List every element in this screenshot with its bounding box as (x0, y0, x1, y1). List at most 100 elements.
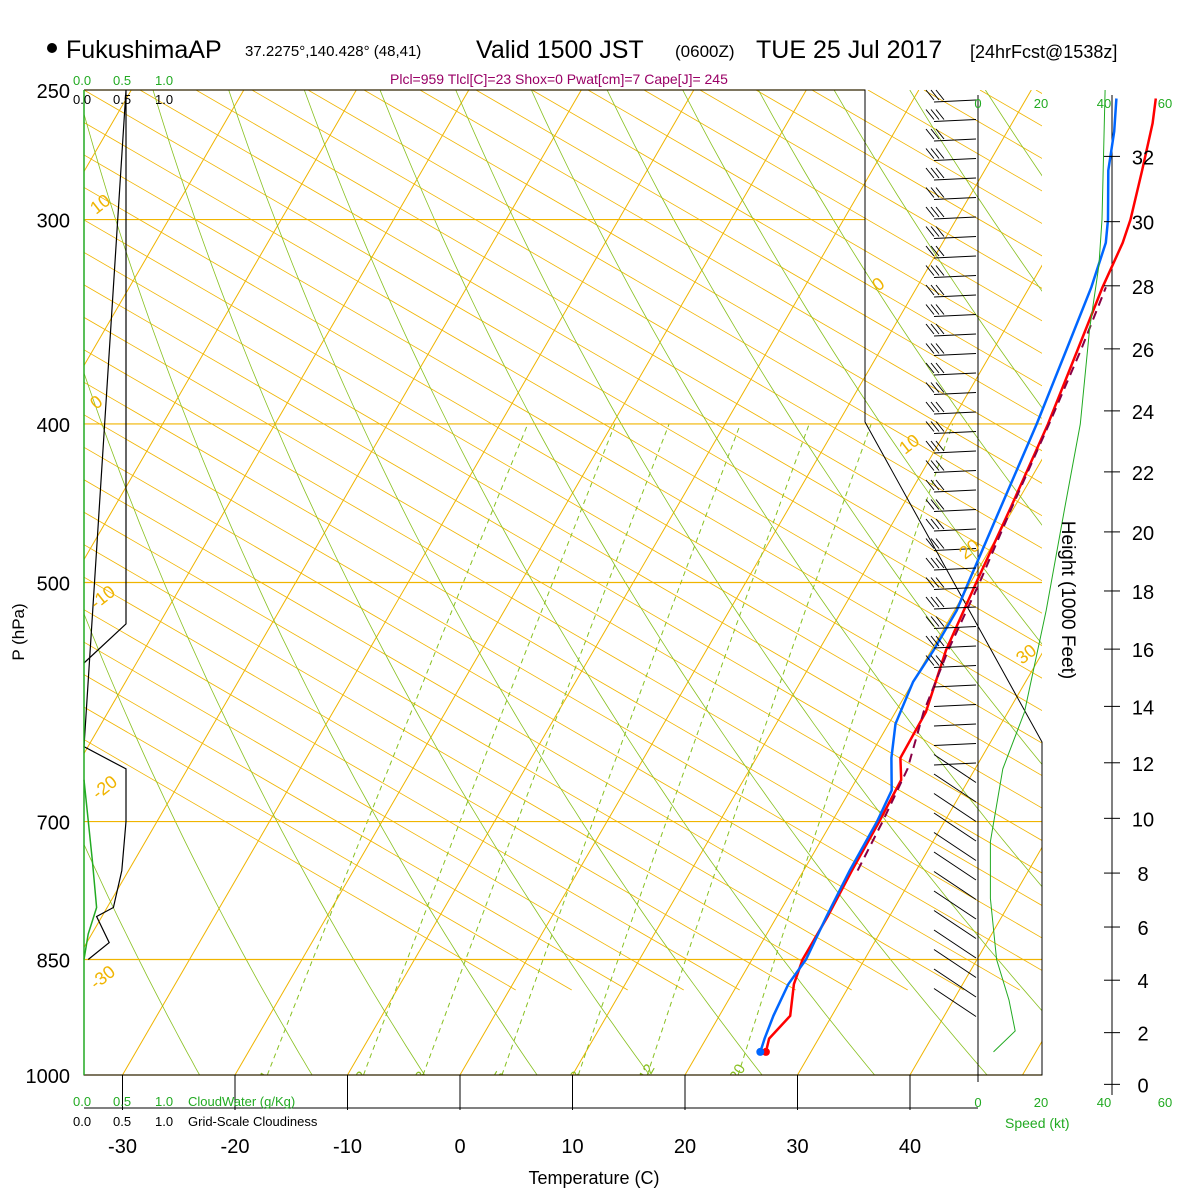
wind-barb (933, 294, 977, 298)
wind-barb (933, 138, 977, 142)
temperature-tick-label: -30 (108, 1136, 137, 1158)
wind-barb-flag (925, 382, 935, 393)
wind-barb-flag (935, 460, 945, 471)
wind-barb-flag (925, 557, 935, 569)
height-tick-label: 24 (1132, 402, 1154, 424)
wind-barb-flag (925, 187, 935, 198)
wind-barb (933, 450, 977, 454)
wind-barb-flag (935, 265, 945, 276)
wind-barb-flag (930, 538, 940, 549)
dry-adiabat-line (84, 511, 908, 991)
wind-barb (933, 773, 977, 803)
moist-adiabat-curve (455, 90, 1042, 1012)
dry-adiabat-line (84, 251, 1042, 809)
station-name: FukushimaAP (66, 36, 222, 64)
wind-barb-flag (930, 401, 940, 413)
wind-barb-flag (925, 343, 935, 354)
wind-barb (933, 158, 977, 161)
dry-adiabat-line (84, 479, 964, 991)
dry-adiabat-line (84, 154, 1042, 712)
wind-barb (933, 890, 977, 920)
wind-barb-flag (925, 323, 935, 335)
wind-barb-flag (930, 109, 940, 120)
wind-barb-flag (935, 382, 945, 393)
wind-barb-flag (930, 499, 940, 510)
dry-adiabat-line (139, 90, 1042, 614)
wind-barb-flag (925, 421, 935, 432)
wind-barb-flag (935, 577, 945, 588)
dry-adiabat-line (419, 90, 1042, 452)
dry-adiabat-line (84, 349, 1042, 906)
dry-adiabat-line (699, 90, 1042, 289)
speed-tick-bottom-0: 0 (974, 1095, 981, 1110)
cloudiness-scale-top-2: 1.0 (155, 92, 173, 107)
wind-barb-flag (935, 323, 945, 335)
temperature-tick-label: 30 (786, 1136, 808, 1158)
mixing-ratio-label: 8 (567, 1069, 586, 1085)
wind-barb-flag (930, 616, 940, 627)
valid-date: TUE 25 Jul 2017 (756, 36, 942, 64)
speed-tick-bottom-1: 20 (1034, 1095, 1048, 1110)
wind-barb-flag (925, 499, 935, 510)
dry-adiabat-line (363, 90, 1042, 484)
dry-adiabat-line (84, 446, 1020, 991)
indices-line: Plcl=959 Tlcl[C]=23 Shox=0 Pwat[cm]=7 Ca… (390, 71, 728, 87)
height-tick-label: 12 (1132, 754, 1154, 776)
mixing-ratio-label: 20 (726, 1061, 749, 1084)
wind-barb-flag (930, 518, 940, 530)
wind-barb-flag (930, 596, 940, 608)
pressure-tick-label: 400 (37, 415, 70, 437)
wind-barb (933, 236, 977, 239)
wind-barb-flag (925, 401, 935, 413)
isotherm-line (84, 90, 245, 367)
wind-barb (933, 333, 977, 337)
wind-barb-flag (930, 148, 940, 159)
wind-barbs (925, 89, 1106, 1053)
wind-barb-flag (930, 323, 940, 335)
wind-barb (933, 968, 977, 998)
wind-barb-flag (935, 401, 945, 413)
surface-dewpoint-marker (756, 1047, 765, 1056)
dry-adiabat-line (587, 90, 1042, 354)
dry-adiabat-line (643, 90, 1042, 322)
mixing-ratio-line (422, 423, 670, 1075)
dry-adiabat-line (84, 122, 1042, 679)
mixing-ratio-line (646, 423, 872, 1075)
wind-barb (933, 606, 977, 610)
wind-barb (933, 684, 977, 688)
wind-barb-flag (930, 382, 940, 393)
dry-adiabat-line (1148, 90, 1200, 990)
wind-barb-flag (935, 284, 945, 296)
wind-barb-flag (930, 128, 940, 140)
cloudwater-scale-top-0: 0.0 (73, 73, 91, 88)
wind-barb-flag (925, 245, 935, 257)
cloudiness-scale-bottom-1: 0.5 (113, 1114, 131, 1129)
isotherm-label: 0 (86, 391, 106, 413)
wind-barb-flag (935, 616, 945, 627)
mixing-ratio-line (501, 423, 741, 1075)
wind-barb (933, 314, 977, 317)
wind-barb (933, 548, 977, 551)
height-tick-label: 22 (1132, 463, 1154, 485)
wind-barb-flag (925, 226, 935, 237)
wind-barb-flag (925, 596, 935, 608)
wind-barb-flag (930, 284, 940, 296)
pressure-tick-label: 250 (37, 81, 70, 103)
cloud-profiles (83, 89, 127, 1075)
wind-barb (933, 754, 977, 783)
height-tick-label: 10 (1132, 809, 1154, 831)
wind-barb (933, 723, 977, 727)
height-tick-label: 30 (1132, 213, 1154, 235)
cloudiness-scale-bottom-0: 0.0 (73, 1114, 91, 1129)
wind-barb (933, 470, 977, 473)
temperature-tick-label: 20 (674, 1136, 696, 1158)
speed-axis-title: Speed (kt) (1005, 1115, 1070, 1131)
wind-barb (933, 626, 977, 629)
moist-adiabat-curve (84, 843, 200, 1075)
wind-barb (933, 567, 977, 571)
temperature-tick-label: 0 (454, 1136, 465, 1158)
moist-adiabat-curve (303, 90, 875, 1075)
wind-barb-flag (935, 557, 945, 569)
